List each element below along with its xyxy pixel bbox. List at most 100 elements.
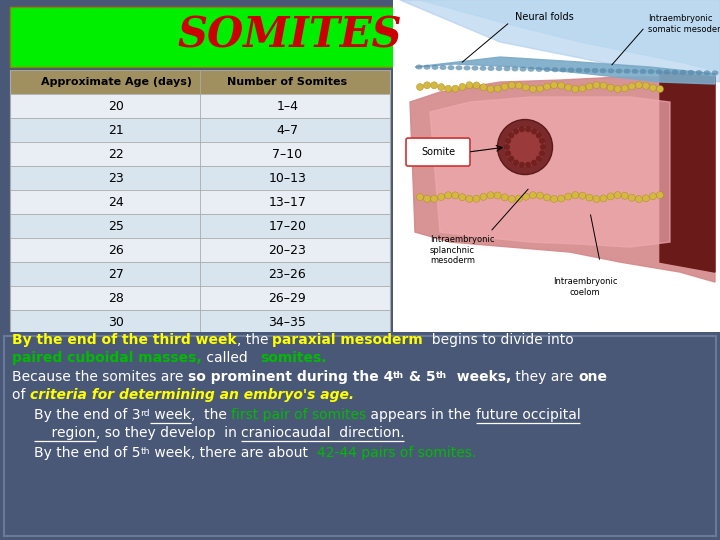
Text: , so they develop  in: , so they develop in	[96, 426, 240, 440]
Ellipse shape	[608, 69, 614, 73]
Ellipse shape	[528, 67, 534, 72]
Ellipse shape	[416, 84, 423, 91]
Ellipse shape	[525, 162, 531, 168]
Ellipse shape	[655, 69, 662, 75]
Ellipse shape	[439, 65, 446, 70]
Text: 23–26: 23–26	[269, 268, 306, 281]
Text: 26: 26	[109, 244, 125, 256]
Ellipse shape	[531, 160, 537, 166]
Ellipse shape	[593, 82, 600, 89]
Ellipse shape	[583, 68, 590, 73]
Text: , the: , the	[237, 333, 272, 347]
Ellipse shape	[464, 65, 470, 71]
Ellipse shape	[508, 82, 516, 89]
Ellipse shape	[642, 82, 649, 89]
Ellipse shape	[593, 195, 600, 202]
Ellipse shape	[529, 192, 536, 199]
Ellipse shape	[607, 193, 614, 200]
Ellipse shape	[600, 195, 607, 202]
Text: 25: 25	[109, 220, 125, 233]
Text: th: th	[140, 447, 150, 456]
Text: 20–23: 20–23	[269, 244, 306, 256]
Ellipse shape	[423, 82, 431, 89]
Ellipse shape	[505, 150, 511, 156]
Ellipse shape	[586, 83, 593, 90]
Ellipse shape	[505, 127, 545, 167]
Ellipse shape	[600, 68, 606, 73]
Ellipse shape	[431, 65, 438, 70]
Ellipse shape	[519, 126, 525, 132]
Text: they are: they are	[511, 370, 578, 384]
Ellipse shape	[498, 119, 552, 174]
Ellipse shape	[472, 66, 479, 71]
Ellipse shape	[680, 70, 686, 75]
Bar	[10, 166, 390, 190]
Ellipse shape	[629, 194, 635, 201]
Ellipse shape	[416, 193, 423, 200]
Ellipse shape	[466, 82, 473, 89]
Ellipse shape	[504, 144, 510, 150]
Ellipse shape	[621, 192, 629, 199]
Ellipse shape	[431, 82, 438, 89]
Ellipse shape	[525, 126, 531, 132]
Ellipse shape	[519, 162, 525, 168]
Ellipse shape	[473, 195, 480, 202]
Text: Approximate Age (days): Approximate Age (days)	[41, 77, 192, 87]
Ellipse shape	[438, 84, 445, 91]
Text: region: region	[34, 426, 96, 440]
Polygon shape	[660, 72, 715, 272]
Bar	[10, 190, 390, 214]
Ellipse shape	[688, 70, 695, 75]
Text: 21: 21	[109, 124, 125, 137]
Text: Intraembryonic
splanchnic
mesoderm: Intraembryonic splanchnic mesoderm	[430, 235, 495, 265]
Text: th: th	[393, 371, 404, 380]
Ellipse shape	[431, 195, 438, 202]
Ellipse shape	[520, 66, 526, 72]
Ellipse shape	[508, 132, 514, 138]
Ellipse shape	[551, 82, 557, 89]
Text: paraxial mesoderm: paraxial mesoderm	[272, 333, 423, 347]
Ellipse shape	[473, 82, 480, 89]
Text: By the end of the third week: By the end of the third week	[12, 333, 237, 347]
Ellipse shape	[536, 132, 541, 138]
Ellipse shape	[487, 85, 494, 92]
Ellipse shape	[536, 156, 541, 161]
Text: th: th	[436, 371, 447, 380]
Text: By the end of 5: By the end of 5	[34, 446, 140, 460]
Ellipse shape	[696, 70, 703, 75]
Ellipse shape	[456, 65, 462, 70]
Ellipse shape	[657, 192, 664, 199]
Ellipse shape	[536, 192, 544, 199]
Ellipse shape	[711, 70, 719, 76]
Ellipse shape	[558, 195, 564, 202]
Text: weeks,: weeks,	[447, 370, 511, 384]
Text: 13–17: 13–17	[269, 195, 306, 208]
Ellipse shape	[531, 129, 537, 134]
FancyBboxPatch shape	[10, 7, 570, 67]
Ellipse shape	[621, 85, 629, 92]
Ellipse shape	[494, 192, 501, 199]
Ellipse shape	[513, 160, 519, 166]
Text: 22: 22	[109, 147, 125, 160]
Text: criteria for determining an embryo's age.: criteria for determining an embryo's age…	[30, 388, 354, 402]
Ellipse shape	[672, 70, 678, 75]
Ellipse shape	[649, 193, 657, 200]
Ellipse shape	[503, 66, 510, 71]
Ellipse shape	[616, 69, 623, 73]
Text: Intraembryonic
somatic mesoderm: Intraembryonic somatic mesoderm	[648, 14, 720, 33]
Ellipse shape	[495, 66, 503, 71]
Text: 1–4: 1–4	[276, 99, 298, 112]
Polygon shape	[430, 97, 670, 247]
Text: called: called	[202, 351, 261, 365]
Text: Because the somites are: Because the somites are	[12, 370, 188, 384]
Ellipse shape	[459, 194, 466, 201]
Ellipse shape	[579, 192, 586, 199]
Ellipse shape	[592, 68, 598, 73]
Ellipse shape	[572, 85, 579, 92]
Text: 27: 27	[109, 268, 125, 281]
Ellipse shape	[539, 138, 545, 144]
Polygon shape	[420, 0, 720, 72]
Ellipse shape	[523, 84, 529, 91]
Bar	[10, 238, 390, 262]
Text: Intraembryonic
coelom: Intraembryonic coelom	[553, 278, 617, 297]
